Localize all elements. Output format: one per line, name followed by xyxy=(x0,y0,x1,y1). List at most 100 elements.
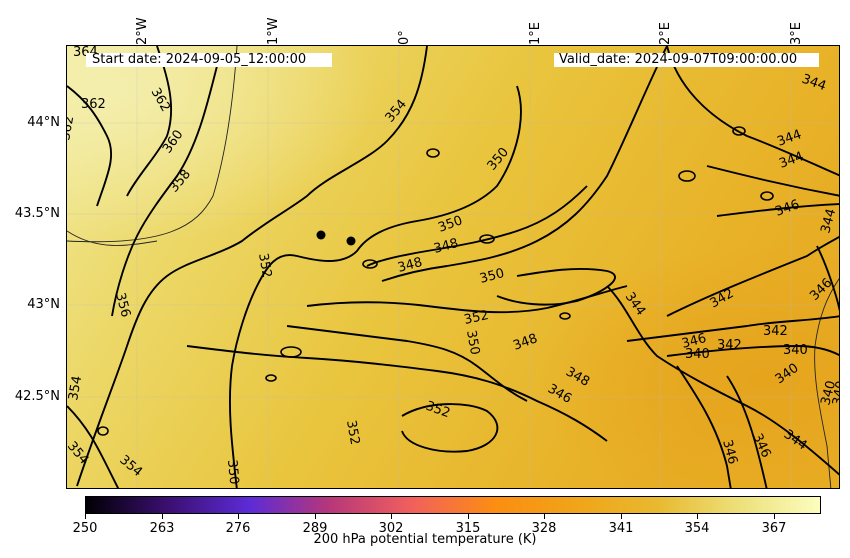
contour-label: 348 xyxy=(396,255,424,276)
contour-350b xyxy=(381,46,668,282)
coastlines xyxy=(67,46,839,488)
colorbar-tick xyxy=(697,514,698,519)
lon-label-0: 0° xyxy=(397,30,412,45)
colorbar xyxy=(85,496,821,514)
colorbar-tick-label: 276 xyxy=(225,521,251,536)
colorbar-tick xyxy=(468,514,469,519)
colorbar-tick xyxy=(621,514,622,519)
contour-label: 354 xyxy=(67,375,85,402)
contour-label: 346 xyxy=(680,331,708,352)
colorbar-tick xyxy=(391,514,392,519)
lon-label-2e: 2°E xyxy=(658,22,673,45)
contour-342b xyxy=(666,236,839,317)
colorbar-tick-label: 263 xyxy=(149,521,175,536)
contour-label: 342 xyxy=(763,324,788,339)
colorbar-tick-label: 367 xyxy=(761,521,787,536)
contour-354b xyxy=(67,405,120,488)
contour-label: 340 xyxy=(830,380,840,407)
contour-label: 350 xyxy=(224,459,241,485)
border-line xyxy=(67,230,158,246)
contour-352a xyxy=(306,285,628,314)
contour-label: 340 xyxy=(783,343,808,358)
contour-label: 352 xyxy=(343,419,362,446)
contour-blobs xyxy=(97,126,774,436)
lat-label-44n: 44°N xyxy=(27,115,60,130)
contour-346c xyxy=(726,375,768,488)
lon-label-2w: 2°W xyxy=(135,17,150,45)
contour-label: 362 xyxy=(67,115,77,142)
contour-blob xyxy=(559,312,571,320)
contour-346a xyxy=(186,345,608,442)
colorbar-tick xyxy=(544,514,545,519)
contour-blob xyxy=(265,374,277,382)
contour-344d xyxy=(816,245,839,312)
colorbar-tick xyxy=(774,514,775,519)
colorbar-tick-label: 328 xyxy=(531,521,557,536)
lat-label-43-5n: 43.5°N xyxy=(14,206,60,221)
cool-region xyxy=(67,46,839,488)
contour-blob xyxy=(678,170,696,182)
contour-352b xyxy=(401,403,499,453)
contours xyxy=(67,46,839,488)
contour-label: 356 xyxy=(112,291,133,319)
colorbar-tick-label: 341 xyxy=(608,521,634,536)
contour-blob xyxy=(479,234,495,244)
colorbar-tick xyxy=(238,514,239,519)
contour-350a xyxy=(229,85,522,488)
colorbar-tick xyxy=(162,514,163,519)
contour-label: 350 xyxy=(463,329,482,356)
contour-blob xyxy=(426,148,440,158)
coastline-east xyxy=(814,278,839,488)
contour-354a xyxy=(76,46,428,487)
contour-340a xyxy=(666,345,839,357)
colorbar-tick-label: 250 xyxy=(72,521,98,536)
contour-label: 362 xyxy=(81,97,106,112)
contour-label: 348 xyxy=(432,236,460,257)
colorbar-tick-label: 302 xyxy=(378,521,404,536)
contour-346d xyxy=(716,203,839,217)
colorbar-tick xyxy=(315,514,316,519)
contour-label: 352 xyxy=(255,252,274,279)
contour-blob xyxy=(280,346,302,358)
marker-point-1 xyxy=(316,230,326,240)
contour-346b xyxy=(676,365,732,488)
contour-344a xyxy=(606,285,839,476)
map-field: 364 362 362 362 360 358 354 350 350 348 … xyxy=(67,46,840,488)
contour-342a xyxy=(626,315,839,342)
contour-labels: 364 362 362 362 360 358 354 350 350 348 … xyxy=(67,46,840,485)
contour-blob xyxy=(362,259,378,269)
contour-label: 342 xyxy=(717,338,742,353)
contour-360 xyxy=(126,46,173,197)
map-panel[interactable]: 364 362 362 362 360 358 354 350 350 348 … xyxy=(66,45,840,489)
marker-point-2 xyxy=(346,236,356,246)
contour-label: 340 xyxy=(818,379,839,407)
lon-label-1w: 1°W xyxy=(266,17,281,45)
colorbar-tick-label: 354 xyxy=(684,521,710,536)
contour-blob xyxy=(760,191,774,201)
lon-label-3e: 3°E xyxy=(789,22,804,45)
contour-blob xyxy=(732,126,746,136)
contour-348b xyxy=(286,325,528,402)
lat-label-43n: 43°N xyxy=(27,297,60,312)
contour-344c xyxy=(706,165,839,197)
lon-label-1e: 1°E xyxy=(528,22,543,45)
colorbar-title: 200 hPa potential temperature (K) xyxy=(313,532,537,547)
colorbar-tick-label: 289 xyxy=(302,521,328,536)
contour-350c xyxy=(496,267,616,306)
lat-label-42-5n: 42.5°N xyxy=(14,389,60,404)
contour-label: 350 xyxy=(478,266,506,287)
contour-344b xyxy=(666,46,839,177)
contour-blob xyxy=(97,426,109,436)
gridlines xyxy=(67,46,839,488)
start-date-label: Start date: 2024-09-05_12:00:00 xyxy=(86,53,332,67)
contour-362 xyxy=(67,85,113,207)
coastline xyxy=(67,46,238,243)
contour-label: 352 xyxy=(463,308,490,328)
valid-date-label: Valid_date: 2024-09-07T09:00:00.00 xyxy=(554,53,819,67)
contour-label: 344 xyxy=(818,207,839,235)
colorbar-tick-label: 315 xyxy=(455,521,481,536)
contour-358 xyxy=(111,65,218,317)
colorbar-tick xyxy=(85,514,86,519)
contour-label: 346 xyxy=(719,438,740,466)
contour-label: 340 xyxy=(685,347,710,362)
